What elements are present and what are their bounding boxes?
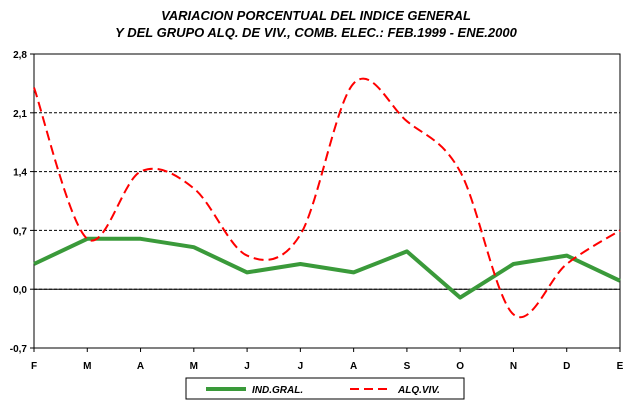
x-tick-label: S — [404, 361, 411, 372]
y-tick-label: 0,0 — [13, 285, 27, 296]
series-alq-viv — [33, 77, 621, 319]
x-tick-label: D — [563, 361, 570, 372]
y-tick-label: -0,7 — [10, 344, 28, 355]
x-tick-label: M — [83, 361, 91, 372]
y-tick-label: 2,1 — [13, 109, 27, 120]
x-tick-label: A — [137, 361, 144, 372]
x-tick-label: J — [298, 361, 304, 372]
series-line — [33, 236, 621, 300]
legend-box — [185, 377, 465, 400]
x-tick-label: N — [510, 361, 517, 372]
y-tick-label: 1,4 — [13, 168, 27, 179]
y-tick-label: 0,7 — [13, 226, 27, 237]
chart-title-line-1: VARIACION PORCENTUAL DEL INDICE GENERAL — [161, 8, 471, 23]
plot-frame — [33, 53, 621, 349]
legend-label-alq-viv: ALQ.VIV. — [397, 385, 440, 396]
series-lines — [33, 77, 621, 319]
legend: IND.GRAL. ALQ.VIV. — [185, 377, 465, 400]
y-axis-ticks: 2,8 2,1 1,4 0,7 0,0 -0,7 — [10, 50, 34, 355]
x-tick-label: F — [31, 361, 37, 372]
x-tick-label: E — [617, 361, 624, 372]
legend-label-ind-gral: IND.GRAL. — [252, 385, 303, 396]
x-tick-label: J — [244, 361, 250, 372]
chart-title-line-2: Y DEL GRUPO ALQ. DE VIV., COMB. ELEC.: F… — [115, 25, 517, 40]
x-tick-label: O — [456, 361, 464, 372]
x-tick-label: M — [190, 361, 198, 372]
axes — [33, 53, 621, 349]
x-tick-label: A — [350, 361, 357, 372]
y-tick-label: 2,8 — [13, 50, 27, 61]
series-line — [33, 77, 621, 319]
